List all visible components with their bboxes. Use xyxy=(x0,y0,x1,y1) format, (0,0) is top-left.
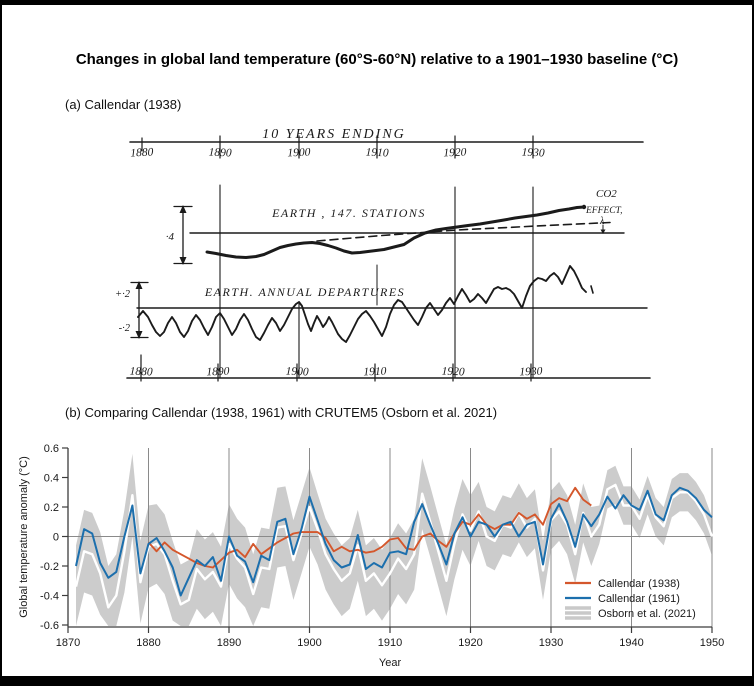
legend-label-callendar-1938: Callendar (1938) xyxy=(598,578,680,590)
middle-series-label: EARTH , 147. STATIONS xyxy=(271,206,426,220)
figure-title: Changes in global land temperature (60°S… xyxy=(75,51,679,68)
x-tick-label: 1940 xyxy=(619,637,643,649)
bottom-axis-year-label: 1920 xyxy=(441,366,465,379)
legend: Callendar (1938) Callendar (1961) Osborn… xyxy=(565,578,696,620)
top-axis-year-label: 1880 xyxy=(130,146,154,159)
lower-scale-plus-label: +·2 xyxy=(115,289,131,300)
y-tick-label: -0.4 xyxy=(40,591,59,603)
lower-scale-minus-label: -·2 xyxy=(119,323,131,334)
plot-area: 0.6 0.4 0.2 0 -0.2 -0.4 -0.6 1870 1880 1890 1900 19… xyxy=(40,443,724,649)
co2-label: CO2 xyxy=(596,188,617,200)
x-axis-label: Year xyxy=(379,657,402,669)
bottom-axis-year-label: 1880 xyxy=(129,366,153,379)
callendar-1938-line xyxy=(147,486,592,569)
crutem5-central-line xyxy=(74,483,714,609)
x-tick-label: 1920 xyxy=(458,637,482,649)
curve-end-tick xyxy=(590,285,594,294)
legend-label-callendar-1961: Callendar (1961) xyxy=(598,593,680,605)
lower-scale-bar: +·2 -·2 xyxy=(115,281,149,339)
panel-a-top-axis: 10 YEARS ENDING 1880 1890 1900 1910 1920… xyxy=(129,127,644,160)
top-axis-year-label: 1930 xyxy=(521,147,545,160)
curve-end-blob xyxy=(581,204,587,210)
panel-b-heading: (b) Comparing Callendar (1938, 1961) wit… xyxy=(65,405,498,420)
x-tick-label: 1930 xyxy=(539,637,563,649)
panel-b-chart: 0.6 0.4 0.2 0 -0.2 -0.4 -0.6 1870 1880 1890 1900 19… xyxy=(18,443,724,669)
bottom-axis-year-label: 1910 xyxy=(363,366,387,379)
panel-a-bottom-axis: 1880 1890 1900 1910 1920 1930 xyxy=(126,354,651,382)
y-tick-label: 0.4 xyxy=(44,473,59,485)
y-axis-label: Global temperature anomaly (°C) xyxy=(18,456,30,618)
co2-effect-dashed-line xyxy=(316,221,611,242)
figure-page: Changes in global land temperature (60°S… xyxy=(2,5,752,676)
legend-label-osborn: Osborn et al. (2021) xyxy=(598,608,696,620)
uncertainty-band-osborn-2021 xyxy=(76,453,712,626)
x-tick-label: 1890 xyxy=(217,637,241,649)
x-tick-label: 1910 xyxy=(378,637,402,649)
panel-a-figure: 10 YEARS ENDING 1880 1890 1900 1910 1920… xyxy=(115,127,651,382)
callendar-1961-line xyxy=(75,486,713,597)
lambda-arrowhead xyxy=(600,229,606,234)
panel-a-top-axis-title: 10 YEARS ENDING xyxy=(262,127,406,142)
annual-departures-curve xyxy=(137,265,587,343)
lower-series-label: EARTH. ANNUAL DEPARTURES xyxy=(204,285,405,299)
top-axis-year-label: 1900 xyxy=(287,147,311,160)
panel-a-middle-chart: EARTH , 147. STATIONS CO2 EFFECT, λ ·4 xyxy=(166,188,625,265)
middle-scale-bar: ·4 xyxy=(166,205,193,265)
bottom-axis-year-label: 1930 xyxy=(519,366,543,379)
y-tick-label: -0.2 xyxy=(40,561,59,573)
x-tick-label: 1950 xyxy=(700,637,724,649)
lambda-mark: λ xyxy=(599,216,605,227)
panel-a-heading: (a) Callendar (1938) xyxy=(65,97,182,112)
bottom-axis-year-label: 1890 xyxy=(206,366,230,379)
legend-band-swatch xyxy=(565,606,591,620)
top-axis-year-label: 1890 xyxy=(208,147,232,160)
y-tick-label: 0.6 xyxy=(44,443,59,455)
x-tick-label: 1870 xyxy=(56,637,80,649)
middle-scale-label: ·4 xyxy=(166,231,175,243)
panel-a-lower-chart: EARTH. ANNUAL DEPARTURES +·2 -·2 xyxy=(115,265,648,343)
top-axis-year-label: 1910 xyxy=(365,147,389,160)
co2-effect-label: EFFECT, xyxy=(585,206,623,216)
y-tick-label: 0.2 xyxy=(44,502,59,514)
top-axis-year-label: 1920 xyxy=(443,147,467,160)
y-tick-label: -0.6 xyxy=(40,620,59,632)
x-tick-label: 1900 xyxy=(297,637,321,649)
x-tick-label: 1880 xyxy=(136,637,160,649)
y-tick-label: 0 xyxy=(53,532,59,544)
ten-year-mean-curve xyxy=(205,205,586,259)
bottom-axis-year-label: 1900 xyxy=(285,366,309,379)
